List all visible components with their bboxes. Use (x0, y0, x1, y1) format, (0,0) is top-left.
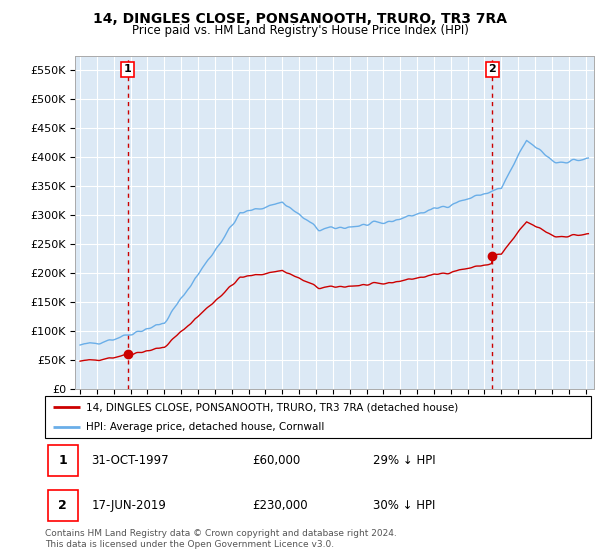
Text: £230,000: £230,000 (253, 499, 308, 512)
Text: 29% ↓ HPI: 29% ↓ HPI (373, 454, 435, 467)
Text: Contains HM Land Registry data © Crown copyright and database right 2024.
This d: Contains HM Land Registry data © Crown c… (45, 529, 397, 549)
Text: 2: 2 (58, 499, 67, 512)
Text: 1: 1 (124, 64, 131, 74)
Text: 14, DINGLES CLOSE, PONSANOOTH, TRURO, TR3 7RA: 14, DINGLES CLOSE, PONSANOOTH, TRURO, TR… (93, 12, 507, 26)
FancyBboxPatch shape (48, 491, 78, 521)
FancyBboxPatch shape (48, 445, 78, 475)
FancyBboxPatch shape (45, 396, 591, 438)
Text: 30% ↓ HPI: 30% ↓ HPI (373, 499, 435, 512)
Text: Price paid vs. HM Land Registry's House Price Index (HPI): Price paid vs. HM Land Registry's House … (131, 24, 469, 37)
Text: 14, DINGLES CLOSE, PONSANOOTH, TRURO, TR3 7RA (detached house): 14, DINGLES CLOSE, PONSANOOTH, TRURO, TR… (86, 402, 458, 412)
Text: 2: 2 (488, 64, 496, 74)
Text: £60,000: £60,000 (253, 454, 301, 467)
Text: 31-OCT-1997: 31-OCT-1997 (91, 454, 169, 467)
Text: 1: 1 (58, 454, 67, 467)
Text: HPI: Average price, detached house, Cornwall: HPI: Average price, detached house, Corn… (86, 422, 325, 432)
Text: 17-JUN-2019: 17-JUN-2019 (91, 499, 166, 512)
